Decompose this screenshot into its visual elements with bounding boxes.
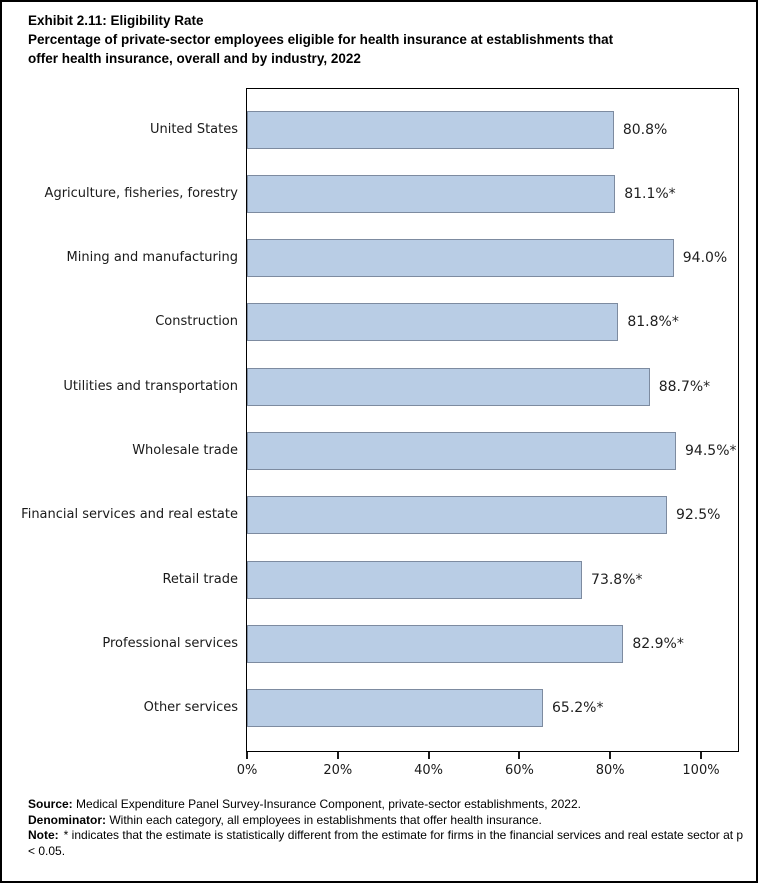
source-text: Medical Expenditure Panel Survey-Insuran… — [76, 797, 581, 811]
note-label: Note: — [28, 828, 59, 842]
value-label: 80.8% — [622, 121, 668, 138]
note-line: Note: * indicates that the estimate is st… — [28, 828, 744, 859]
x-axis-tick-label: 40% — [414, 763, 444, 778]
bar — [247, 174, 616, 213]
note-text: * indicates that the estimate is statist… — [28, 828, 744, 858]
bar — [247, 560, 583, 599]
category-label: Utilities and transportation — [63, 378, 238, 394]
value-label: 94.0% — [682, 250, 728, 267]
x-axis-tick-label: 100% — [682, 763, 720, 778]
exhibit-subtitle-line2: offer health insurance, overall and by i… — [28, 51, 361, 66]
exhibit-subtitle-line1: Percentage of private-sector employees e… — [28, 32, 614, 47]
category-label: Other services — [143, 700, 238, 716]
x-axis-tick — [609, 752, 612, 759]
category-label: United States — [149, 121, 238, 137]
bar — [247, 239, 674, 278]
category-label: Wholesale trade — [132, 443, 238, 458]
x-axis-tick — [336, 752, 339, 759]
x-axis-tick-label: 20% — [323, 763, 353, 778]
denominator-text: Within each category, all employees in e… — [109, 812, 542, 827]
bar — [247, 110, 614, 149]
x-axis-tick-label: 60% — [504, 763, 534, 778]
category-label: Financial services and real estate — [21, 507, 238, 523]
value-label: 81.8%* — [627, 314, 679, 331]
x-axis-tick — [700, 752, 702, 759]
x-axis-tick — [246, 752, 248, 759]
value-label: 88.7%* — [658, 378, 711, 395]
source-label: Source: — [28, 797, 73, 811]
bar — [247, 624, 624, 663]
bar — [247, 432, 677, 470]
bar — [247, 367, 650, 406]
category-label: Retail trade — [162, 571, 238, 587]
value-label: 82.9%* — [632, 635, 684, 652]
denominator-label: Denominator: — [28, 812, 106, 827]
footnotes: Source: Medical Expenditure Panel Survey… — [28, 797, 744, 859]
x-axis-tick — [427, 752, 430, 759]
source-line: Source: Medical Expenditure Panel Survey… — [28, 797, 744, 813]
value-label: 92.5% — [675, 507, 721, 524]
category-label: Professional services — [102, 635, 238, 651]
bar — [247, 689, 543, 728]
value-label: 73.8%* — [591, 571, 643, 588]
denominator-line: Denominator: Within each category, all e… — [28, 813, 744, 829]
bar — [247, 303, 619, 342]
category-label: Agriculture, fisheries, forestry — [44, 185, 238, 201]
value-label: 81.1%* — [624, 185, 676, 202]
exhibit-title: Exhibit 2.11: Eligibility Rate — [28, 13, 204, 28]
category-label: Mining and manufacturing — [66, 250, 238, 266]
x-axis-tick — [518, 752, 521, 759]
category-label: Construction — [155, 314, 238, 330]
value-label: 94.5%* — [685, 443, 737, 459]
x-axis-tick-label: 80% — [595, 763, 625, 778]
title-block: Exhibit 2.11: Eligibility Rate Percentag… — [28, 11, 740, 68]
x-axis-tick-label: 0% — [236, 763, 258, 778]
value-label: 65.2%* — [552, 700, 604, 717]
bar — [247, 496, 667, 535]
